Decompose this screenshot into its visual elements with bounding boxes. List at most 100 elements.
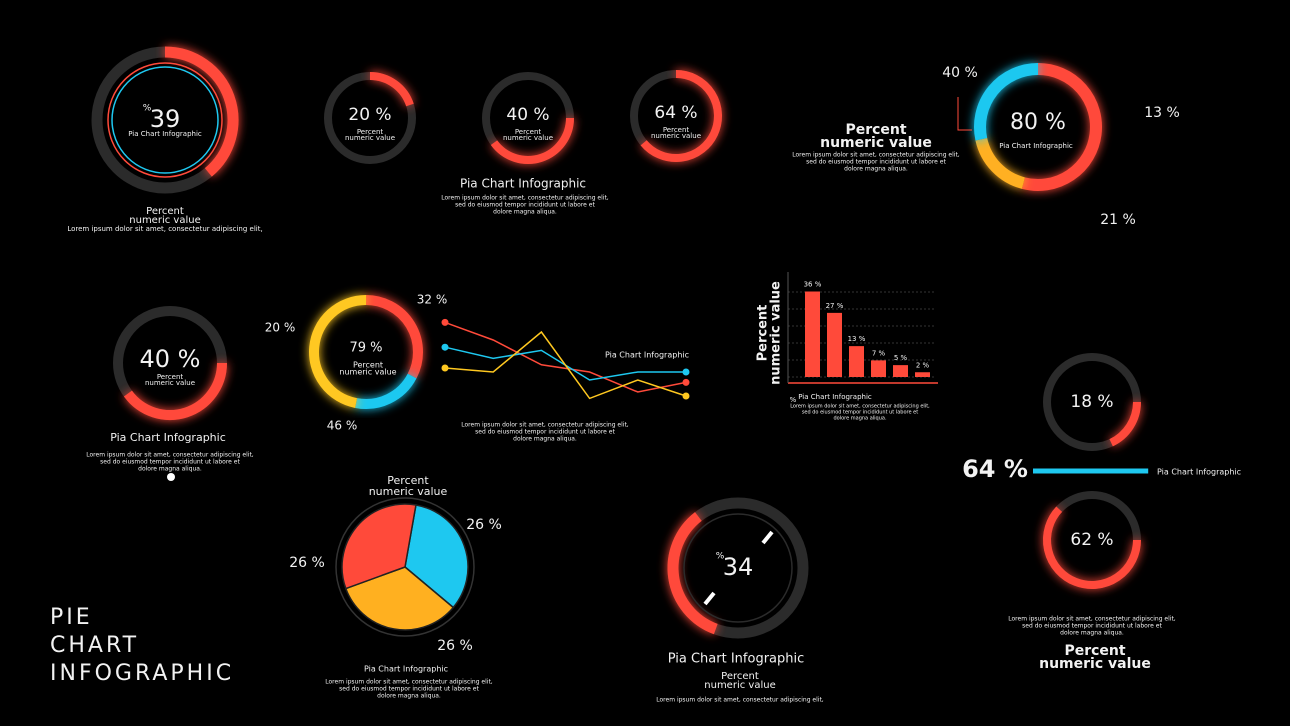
value-label: 62 % [1070,530,1113,550]
ring-segment [309,295,367,408]
line-series [444,321,687,393]
value-label: 32 % [417,293,448,307]
line-end [441,318,449,326]
title: Pia Chart Infographic [668,652,805,667]
value-label: 27 % [826,302,844,310]
inner-text: numeric value [651,132,701,140]
value-label: 7 % [872,349,886,357]
y-label: Percent [756,305,771,362]
line-end [441,343,449,351]
line-series [444,330,687,400]
ring-segment [974,63,1039,141]
title: Percent [1064,643,1125,659]
title: numeric value [820,135,932,151]
tick-deco [703,591,716,606]
pie-slice [344,566,455,631]
ring-segment [1021,63,1102,191]
note: dolore magna aliqua. [377,693,441,700]
bar [827,312,842,377]
value-label: 20 % [265,321,296,335]
center-label: 80 % [1010,110,1066,135]
value-label: 34 [723,553,754,581]
note: dolore magna aliqua. [138,466,202,473]
note: Lorem ipsum dolor sit amet, consectetur … [441,195,609,202]
inner-text: numeric value [339,368,396,377]
page-title: CHART [50,633,139,658]
value-label: 20 % [348,105,391,125]
gauge-arc [164,46,239,177]
caption: Percent [721,671,759,682]
inner-text: Percent [663,126,690,134]
value-label: 13 % [848,335,866,343]
subtitle: Pia Chart Infographic [364,665,448,674]
donut-arc [123,362,227,420]
tick-deco [761,530,774,545]
line-end [441,364,449,372]
label: Pia Chart Infographic [605,351,689,360]
note: Lorem ipsum dolor sit amet, consectetur … [790,404,930,410]
value-label: 39 [150,105,181,133]
dot [167,473,175,481]
leader [957,97,972,131]
pie-slice [404,504,469,609]
bar [849,346,864,377]
value-label: 36 % [804,281,822,289]
caption: Percent [146,206,184,217]
title: Pia Chart Infographic [110,431,226,444]
caption: numeric value [129,215,200,226]
bar [915,372,930,377]
note: sed do eiusmod tempor incididunt ut labo… [455,202,595,209]
note: Lorem ipsum dolor sit amet, consectetur … [792,152,960,159]
note: sed do eiusmod tempor incididunt ut labo… [475,429,615,436]
note: dolore magna aliqua. [833,416,886,422]
bar [805,291,820,377]
center-label: 79 % [349,341,382,356]
value-label: 18 % [1070,392,1113,412]
unit: % [143,104,152,114]
line-end [682,392,690,400]
note: Lorem ipsum dolor sit amet, consectetur … [67,225,262,233]
line-end [682,368,690,376]
unit: % [790,396,797,404]
pie-outline [335,497,475,637]
note: Lorem ipsum dolor sit amet, consectetur … [1008,616,1176,623]
value-label: 21 % [1100,212,1136,228]
page-title: INFOGRAPHIC [50,661,234,686]
inner-text: numeric value [145,379,195,387]
inner-text: numeric value [345,134,395,142]
note: Lorem ipsum dolor sit amet, consectetur … [461,422,629,429]
value-label: 64 % [654,103,697,123]
value-label: 13 % [1144,105,1180,121]
page-title: PIE [50,605,93,630]
value-label: 40 % [506,105,549,125]
note: dolore magna aliqua. [493,209,557,216]
value-label: 64 % [962,455,1028,483]
title: numeric value [369,485,448,498]
title: Percent [387,474,429,487]
unit: % [716,552,725,562]
note: sed do eiusmod tempor incididunt ut labo… [100,459,240,466]
inner-text: numeric value [503,134,553,142]
value-label: 46 % [327,419,358,433]
line-end [682,378,690,386]
bar [871,360,886,377]
inner-ring [107,62,223,178]
inner-text: Percent [157,373,184,381]
note: dolore magna aliqua. [1060,630,1124,637]
value-label: 2 % [916,361,930,369]
donut-arc [1109,401,1141,447]
title: numeric value [1039,656,1151,672]
y-label: numeric value [769,281,784,385]
note: Lorem ipsum dolor sit amet, consectetur … [86,452,254,459]
value-label: 26 % [437,638,473,654]
ring-segment [365,295,423,379]
donut-arc [640,70,722,162]
value-label: 26 % [466,517,502,533]
note: dolore magna aliqua. [513,436,577,443]
inner-text: Percent [357,128,384,136]
label: Pia Chart Infographic [1157,468,1241,477]
note: sed do eiusmod tempor incididunt ut labo… [1022,623,1162,630]
donut-arc [369,72,414,107]
